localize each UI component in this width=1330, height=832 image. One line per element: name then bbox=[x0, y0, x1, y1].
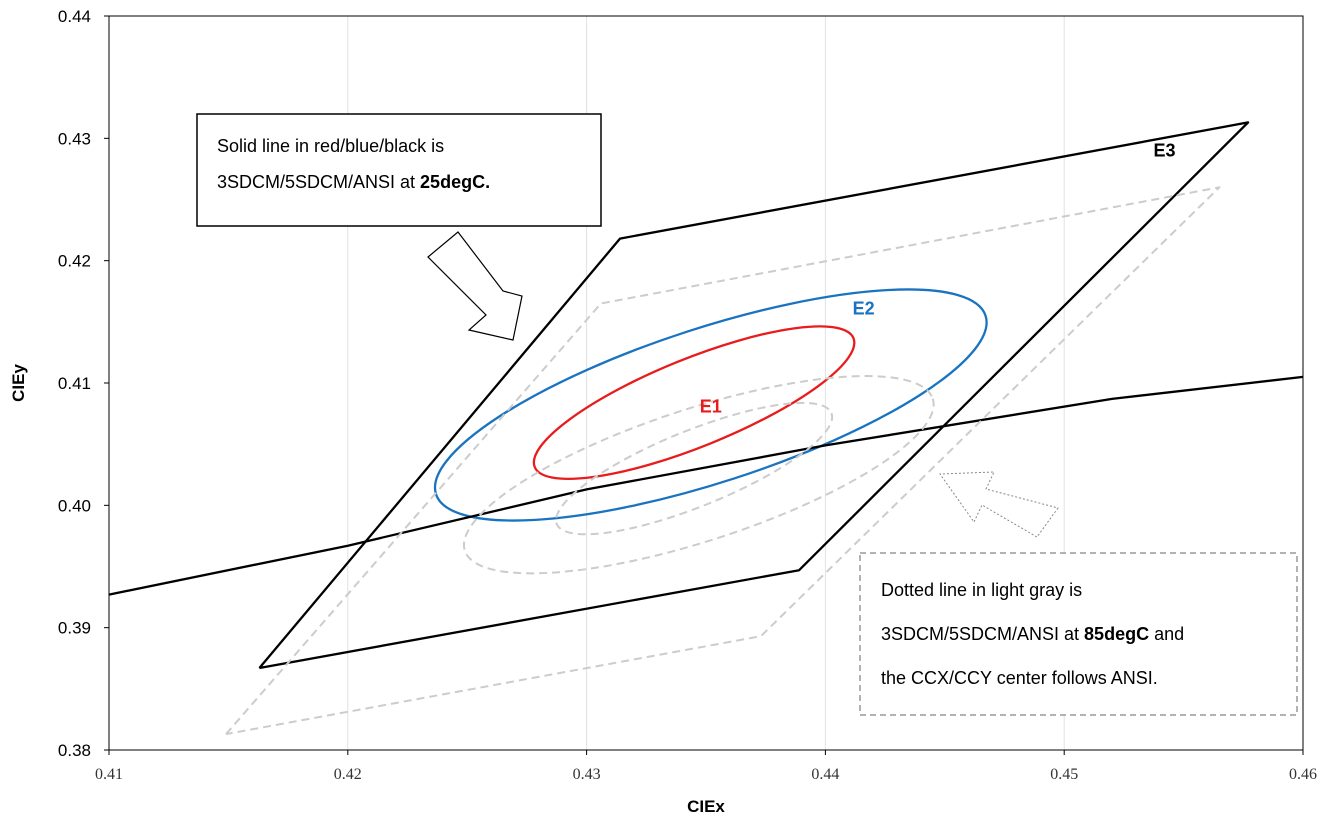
annotations: Solid line in red/blue/black is 3SDCM/5SD… bbox=[196, 113, 1298, 716]
series-e1-ellipse bbox=[532, 325, 856, 480]
annotation-1-line: Solid line in red/blue/black is bbox=[217, 136, 444, 156]
series-5-ellipse bbox=[462, 375, 935, 575]
annotation-text: 3SDCM/5SDCM/ANSI at bbox=[881, 624, 1084, 644]
annotation-arrow-dashed bbox=[939, 471, 1059, 538]
series-3-line bbox=[108, 375, 1304, 596]
y-tick-label: 0.39 bbox=[58, 619, 91, 638]
annotation-box-dashed bbox=[859, 552, 1298, 716]
y-axis-title: CIEy bbox=[9, 364, 28, 402]
annotation-text: Solid line in red/blue/black is bbox=[217, 136, 444, 156]
x-tick-label: 0.44 bbox=[811, 766, 839, 783]
x-tick-label: 0.43 bbox=[573, 766, 601, 783]
annotation-arrow-solid bbox=[427, 231, 523, 341]
series-4-line bbox=[225, 186, 1221, 736]
x-tick-label: 0.42 bbox=[334, 766, 362, 783]
annotation-emphasis: 85degC bbox=[1084, 624, 1149, 644]
axis-ticks: 0.41 0.42 0.43 0.44 0.45 0.46 0.38 0.39 0.40 0.41… bbox=[58, 7, 1317, 783]
annotation-box-solid bbox=[196, 113, 602, 227]
label-e3: E3 bbox=[1153, 141, 1175, 161]
y-tick-label: 0.40 bbox=[58, 496, 91, 515]
series-6-ellipse bbox=[555, 401, 834, 536]
annotation-emphasis: 25degC. bbox=[420, 172, 490, 192]
y-tick-label: 0.42 bbox=[58, 252, 91, 271]
y-tick-label: 0.43 bbox=[58, 129, 91, 148]
series-labels: E1 E2 E3 bbox=[700, 141, 1176, 417]
annotation-2-line: 3SDCM/5SDCM/ANSI at 85degC and bbox=[881, 624, 1184, 644]
annotation-text: and bbox=[1149, 624, 1184, 644]
series-e3-line bbox=[258, 121, 1250, 670]
y-tick-label: 0.44 bbox=[58, 7, 91, 26]
x-tick-label: 0.46 bbox=[1289, 766, 1317, 783]
annotation-text: the CCX/CCY center follows ANSI. bbox=[881, 668, 1158, 688]
x-tick-label: 0.41 bbox=[95, 766, 123, 783]
label-e1: E1 bbox=[700, 396, 722, 416]
annotation-text: 3SDCM/5SDCM/ANSI at bbox=[217, 172, 420, 192]
annotation-2-line: Dotted line in light gray is bbox=[881, 580, 1082, 600]
x-axis-title: CIEx bbox=[687, 797, 725, 816]
label-e2: E2 bbox=[853, 298, 875, 318]
annotation-text: Dotted line in light gray is bbox=[881, 580, 1082, 600]
x-tick-label: 0.45 bbox=[1050, 766, 1078, 783]
annotation-1-line: 3SDCM/5SDCM/ANSI at 25degC. bbox=[217, 172, 490, 192]
annotation-2-line: the CCX/CCY center follows ANSI. bbox=[881, 668, 1158, 688]
chart-series bbox=[108, 121, 1304, 736]
y-tick-label: 0.38 bbox=[58, 741, 91, 760]
y-tick-label: 0.41 bbox=[58, 374, 91, 393]
